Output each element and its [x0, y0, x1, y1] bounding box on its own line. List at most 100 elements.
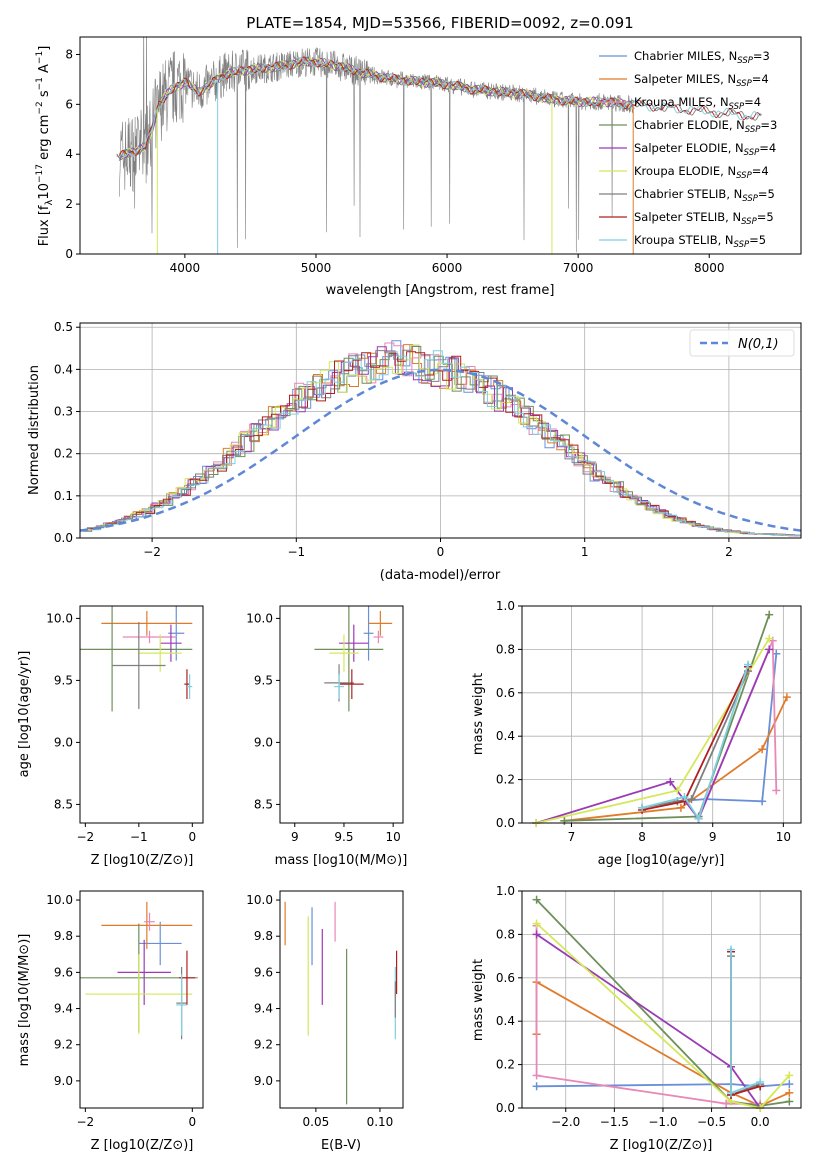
spectrum-xtick-label: 6000 [432, 261, 463, 275]
residuals-ytick-label: 0.4 [54, 362, 73, 376]
weight-vs-Z-frame [521, 890, 802, 1109]
mass_vs_ebv-ytick-label: 9.6 [254, 965, 273, 979]
residuals-axes: −2 −1 0 1 2 0.0 0.1 0.2 0.3 0.4 0.5 [54, 320, 733, 559]
residuals-legend-box [689, 329, 795, 357]
age_vs_mass-ytick-label: 10.0 [246, 611, 273, 625]
spectrum-xtick-label: 7000 [563, 261, 594, 275]
spectrum-model-kroupa_stelib [121, 56, 762, 158]
legend-label-salpeter_stelib: Salpeter STELIB, NSSP=5 [634, 210, 774, 227]
legend-label-chabrier_elodie: Chabrier ELODIE, NSSP=3 [634, 118, 777, 135]
age-vs-mass-panel: 9 9.5 10 8.5 9.0 9.5 10.0 mass [log10(M/M⊙)] [246, 605, 407, 868]
age_vs_Z-xtick-label: −2 [76, 830, 94, 844]
age_vs_mass-xtick-label: 9.5 [334, 830, 353, 844]
mass_vs_Z-ytick-label: 9.2 [54, 1038, 73, 1052]
weight_vs_Z-xtick-label: −2.0 [551, 1115, 580, 1129]
legend-label-kroupa_stelib: Kroupa STELIB, NSSP=5 [634, 233, 766, 250]
residuals-xlabel: (data-model)/error [380, 568, 501, 583]
mass_vs_Z-xtick-label: 0 [188, 1115, 196, 1129]
spectrum-model-kroupa_elodie [121, 57, 635, 158]
spectrum-ylabel: Flux [fλ10−17 erg cm−2 s−1 A−1] [35, 46, 55, 247]
weight_vs_Z-ytick-label: 0.8 [496, 927, 515, 941]
spectrum-ytick-label: 8 [65, 47, 73, 61]
weight_vs_age-xtick-label: 8 [638, 830, 646, 844]
weight_vs_age-ytick-label: 0.0 [496, 816, 515, 830]
spectrum-xtick-label: 8000 [694, 261, 725, 275]
residuals-xtick-label: 0 [437, 545, 445, 559]
mass-vs-ebv-frame [279, 890, 404, 1109]
spectrum-ytick-label: 4 [65, 147, 73, 161]
age_vs_Z-xtick-label: 0 [188, 830, 196, 844]
weight_vs_Z-line-chabrier_miles [536, 1083, 790, 1088]
weight_vs_Z-ytick-label: 0.2 [496, 1058, 515, 1072]
residuals-ytick-label: 0.5 [54, 320, 73, 334]
spectrum-panel: 4000 5000 6000 7000 8000 0 2 4 6 8 Chabrier MILES… [35, 36, 802, 298]
spectrum-ytick-label: 2 [65, 197, 73, 211]
mass_vs_ebv-xtick-label: 0.05 [303, 1115, 330, 1129]
spectrum-ytick-label: 6 [65, 97, 73, 111]
mass-vs-Z-frame [79, 890, 204, 1109]
normal-curve-legend-label: N(0,1) [738, 337, 779, 352]
residuals-ytick-label: 0.2 [54, 447, 73, 461]
mass-vs-Z-plot-area: −2 0 9.0 9.2 9.4 9.6 9.8 10.0 [46, 893, 198, 1129]
residuals-xtick-label: −2 [143, 545, 161, 559]
weight-vs-age-panel: 7 8 9 10 0.0 0.2 0.4 0.6 0.8 1.0 age [log10(age/y… [471, 599, 802, 868]
weight_vs_age-ytick-label: 0.2 [496, 773, 515, 787]
mass_vs_ebv-xtick-label: 0.10 [367, 1115, 394, 1129]
weight_vs_Z-ytick-label: 0.4 [496, 1014, 515, 1028]
mass-vs-ebv-panel: 0.05 0.10 9.0 9.2 9.4 9.6 9.8 10.0 E(B-V) [246, 890, 404, 1153]
mass_vs_ebv-ytick-label: 9.0 [254, 1074, 273, 1088]
legend-label-chabrier_stelib: Chabrier STELIB, NSSP=5 [634, 187, 775, 204]
age-vs-Z-plot-area: −2 −1 0 8.5 9.0 9.5 10.0 [46, 606, 196, 844]
age_vs_Z-xtick-label: −1 [130, 830, 148, 844]
weight-vs-Z-panel: −2.0 −1.5 −1.0 −0.5 0.0 0.0 0.2 0.4 0.6 0.8 1.0 Z … [471, 884, 802, 1153]
spectrum-axes: 4000 5000 6000 7000 8000 0 2 4 6 8 [65, 47, 724, 275]
mass_vs_Z-xtick-label: −2 [76, 1115, 94, 1129]
weight-vs-Z-xlabel: Z [log10(Z/Z⊙)] [610, 1138, 713, 1153]
residuals-hist-kroupa_stelib [81, 350, 801, 537]
age_vs_Z-ytick-label: 9.5 [54, 673, 73, 687]
mass-vs-Z-panel: −2 0 9.0 9.2 9.4 9.6 9.8 10.0 Z [log10(Z/Z⊙)] m… [17, 890, 204, 1153]
mass-vs-ebv-xlabel: E(B-V) [321, 1138, 361, 1153]
weight-vs-age-frame [521, 605, 802, 824]
mass_vs_Z-ytick-label: 9.0 [54, 1074, 73, 1088]
residuals-plot-area [80, 340, 801, 537]
age-vs-mass-plot-area: 9 9.5 10 8.5 9.0 9.5 10.0 [246, 606, 401, 844]
weight_vs_age-ytick-label: 0.8 [496, 642, 515, 656]
weight-vs-age-ylabel: mass weight [471, 673, 486, 755]
age_vs_Z-ytick-label: 9.0 [54, 735, 73, 749]
residuals-xtick-label: −1 [287, 545, 305, 559]
weight_vs_Z-xtick-label: −1.5 [600, 1115, 629, 1129]
weight_vs_age-line-kroupa_stelib [641, 664, 749, 821]
weight_vs_age-xtick-label: 10 [776, 830, 791, 844]
mass_vs_ebv-ytick-label: 9.4 [254, 1002, 273, 1016]
spectrum-plot-area [116, 37, 762, 254]
residuals-legend: N(0,1) [689, 329, 795, 357]
residuals-ylabel: Normed distribution [27, 365, 42, 495]
residuals-ytick-label: 0.0 [54, 531, 73, 545]
spectrum-frame [79, 36, 802, 255]
age-vs-mass-frame [279, 605, 404, 824]
residuals-panel: −2 −1 0 1 2 0.0 0.1 0.2 0.3 0.4 0.5 N(0,1) (data-m… [27, 320, 802, 583]
residuals-ytick-label: 0.3 [54, 405, 73, 419]
residuals-hist-salpeter_stelib [82, 351, 801, 537]
age_vs_mass-ytick-label: 9.0 [254, 735, 273, 749]
age_vs_mass-ytick-label: 8.5 [254, 797, 273, 811]
weight_vs_Z-xtick-label: 0.0 [751, 1115, 770, 1129]
mass-vs-Z-ylabel: mass [log10(M/M⊙)] [17, 934, 32, 1067]
spectrum-legend: Chabrier MILES, NSSP=3 Salpeter MILES, NS… [599, 49, 777, 250]
residuals-xtick-label: 1 [581, 545, 589, 559]
age_vs_Z-ytick-label: 8.5 [54, 797, 73, 811]
mass_vs_ebv-ytick-label: 10.0 [246, 893, 273, 907]
mass_vs_ebv-ytick-label: 9.8 [254, 929, 273, 943]
age-vs-Z-xlabel: Z [log10(Z/Z⊙)] [91, 853, 194, 868]
weight_vs_Z-ytick-label: 0.0 [496, 1101, 515, 1115]
mass-vs-ebv-plot-area: 0.05 0.10 9.0 9.2 9.4 9.6 9.8 10.0 [246, 893, 398, 1129]
age_vs_mass-xtick-label: 9 [291, 830, 299, 844]
weight_vs_age-ytick-label: 0.4 [496, 729, 515, 743]
residuals-grid [80, 323, 801, 538]
legend-label-chabrier_miles: Chabrier MILES, NSSP=3 [634, 49, 770, 66]
residuals-xtick-label: 2 [725, 545, 733, 559]
legend-label-salpeter_miles: Salpeter MILES, NSSP=4 [634, 72, 769, 89]
